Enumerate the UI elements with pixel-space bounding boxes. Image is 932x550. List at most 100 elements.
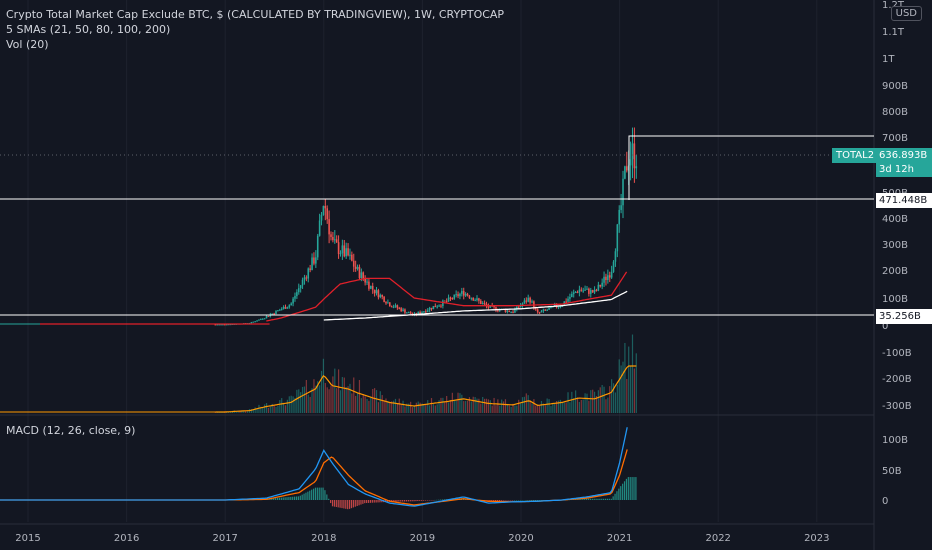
macd-histogram-bar [432, 500, 434, 501]
sma-legend[interactable]: 5 SMAs (21, 50, 80, 100, 200) [6, 23, 171, 36]
candle-body [303, 277, 306, 280]
volume-bar [607, 397, 609, 413]
volume-bar [449, 400, 452, 413]
macd-histogram-bar [381, 500, 383, 503]
volume-bar [612, 383, 615, 413]
candle-body [400, 308, 402, 312]
volume-bar [629, 366, 632, 413]
candle-body [398, 307, 401, 309]
candle-body [347, 248, 349, 256]
candle-body [521, 303, 524, 306]
price-tick-label: 1.1T [882, 27, 905, 38]
volume-bar [565, 402, 567, 413]
macd-histogram-bar [604, 498, 607, 500]
candle-body [345, 248, 347, 257]
volume-bar [315, 385, 317, 413]
currency-badge[interactable]: USD [890, 6, 922, 21]
candle-body [508, 310, 511, 312]
volume-bar [317, 381, 319, 413]
macd-histogram-bar [320, 487, 322, 500]
price-tick-label: 900B [882, 81, 908, 92]
macd-histogram-bar [612, 496, 614, 500]
candle-body [589, 290, 592, 294]
volume-bar [425, 404, 427, 413]
macd-histogram-bar [405, 500, 408, 502]
candle-body [404, 309, 406, 313]
volume-bar [559, 399, 562, 413]
volume-bar [404, 406, 406, 413]
candle-body [582, 290, 584, 292]
volume-bar [535, 405, 537, 413]
volume-bar [506, 403, 508, 413]
volume-bar [305, 379, 307, 413]
macd-tick-label: 0 [882, 496, 888, 507]
volume-bar [626, 378, 628, 413]
macd-histogram-bar [440, 499, 442, 501]
macd-histogram-bar [369, 500, 372, 503]
candle-body [462, 291, 465, 296]
macd-histogram-bar [330, 500, 332, 504]
candle-body [229, 324, 232, 326]
volume-bar [309, 396, 311, 413]
chart-title[interactable]: Crypto Total Market Cap Exclude BTC, $ (… [6, 8, 505, 21]
macd-histogram-bar [629, 477, 631, 500]
macd-legend[interactable]: MACD (12, 26, close, 9) [6, 424, 136, 437]
volume-bar [296, 389, 298, 413]
sma-white-line [323, 290, 628, 321]
volume-bar [518, 399, 520, 413]
macd-histogram-bar [523, 500, 525, 501]
price-tick-label: 1.2T [882, 0, 905, 11]
volume-legend[interactable]: Vol (20) [6, 38, 49, 51]
macd-histogram-bar [297, 496, 299, 500]
volume-bar [438, 400, 440, 413]
macd-histogram-bar [591, 498, 593, 500]
candle-body [608, 275, 611, 278]
macd-histogram-bar [620, 486, 622, 500]
candle-body [388, 302, 391, 307]
candle-body [366, 281, 368, 283]
candle-body [514, 309, 516, 313]
countdown-tag: 3d 12h [876, 162, 932, 177]
candle-body [250, 322, 253, 324]
volume-bar [557, 400, 560, 413]
macd-histogram-bar [512, 500, 514, 501]
macd-histogram-bar [635, 477, 637, 500]
volume-bar [341, 377, 343, 413]
volume-bar [377, 402, 380, 413]
price-tick-label: -300B [882, 401, 912, 412]
candle-body [445, 300, 448, 302]
candle-body [631, 143, 634, 160]
volume-bar [628, 346, 630, 413]
macd-histogram-bar [494, 500, 497, 502]
candle-body [265, 315, 268, 319]
candle-body [635, 166, 638, 169]
candle-body [225, 324, 228, 326]
volume-bar [552, 403, 554, 413]
macd-histogram-bar [288, 497, 290, 500]
candle-body [449, 297, 452, 299]
macd-histogram-bar [402, 500, 404, 502]
candle-body [586, 288, 588, 290]
volume-bar [472, 396, 474, 413]
volume-bar [423, 404, 425, 413]
volume-bar [258, 404, 260, 413]
volume-bar [324, 382, 326, 413]
macd-histogram-bar [601, 498, 603, 500]
macd-histogram-bar [421, 500, 423, 501]
macd-histogram-bar [286, 497, 288, 500]
volume-bar [328, 389, 330, 413]
volume-bar [254, 407, 256, 413]
candle-body [548, 308, 550, 310]
horizontal-levels [0, 135, 874, 316]
candle-body [430, 307, 433, 310]
volume-bar [548, 399, 550, 413]
candle-body [525, 300, 528, 302]
volume-bar [474, 397, 476, 413]
candle-body [455, 294, 457, 296]
candle-body [349, 254, 351, 256]
macd-histogram-bar [616, 491, 618, 500]
candle-body [550, 306, 552, 309]
macd-histogram-bar [525, 500, 527, 501]
volume-bar [466, 400, 469, 413]
